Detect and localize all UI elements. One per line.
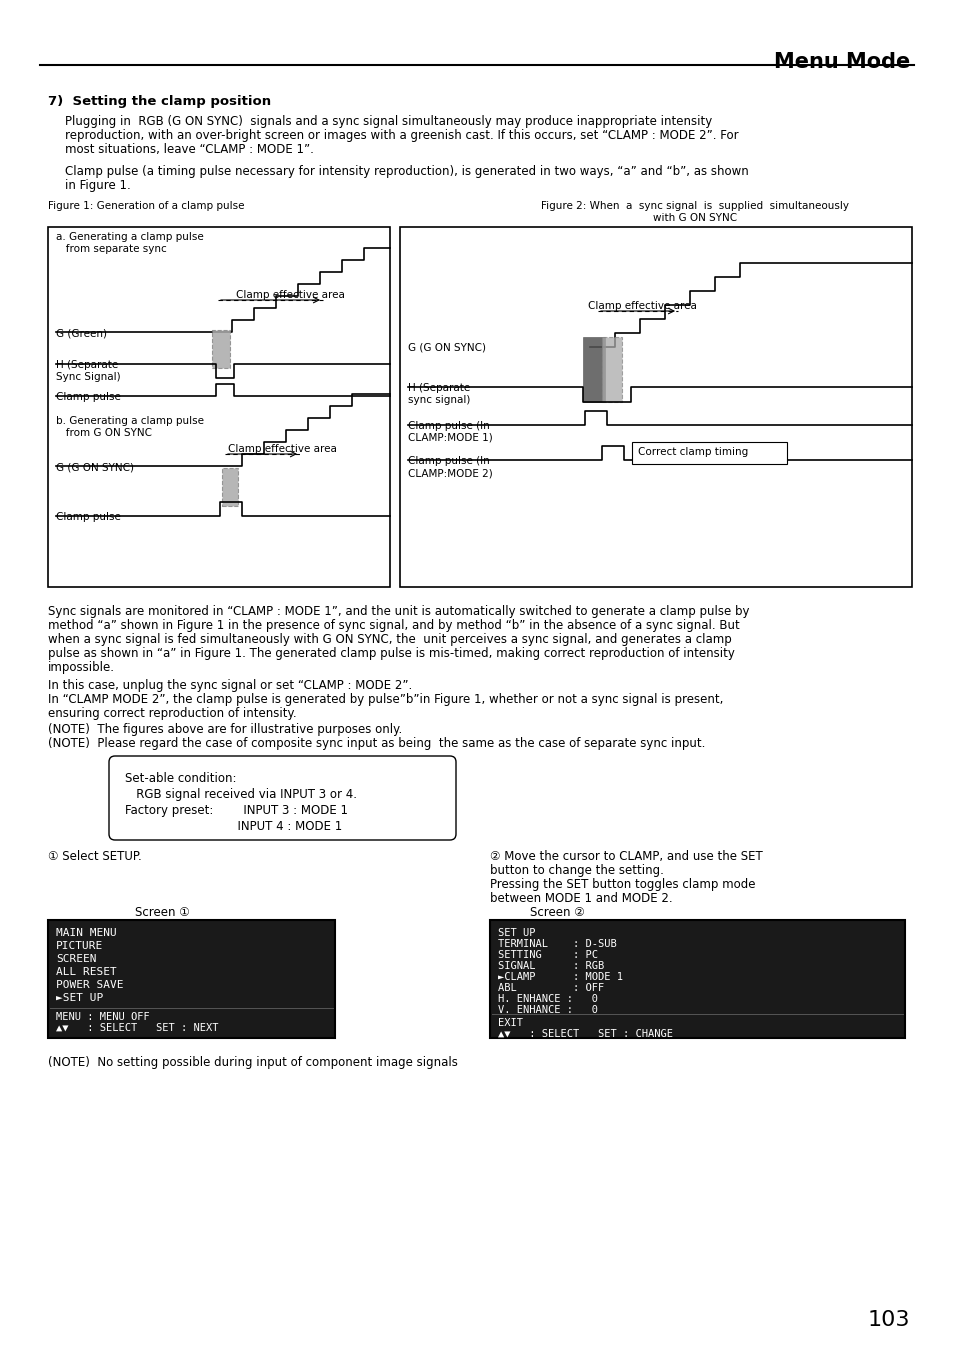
Text: a. Generating a clamp pulse: a. Generating a clamp pulse xyxy=(56,232,204,242)
Text: ② Move the cursor to CLAMP, and use the SET: ② Move the cursor to CLAMP, and use the … xyxy=(490,850,762,863)
Text: TERMINAL    : D-SUB: TERMINAL : D-SUB xyxy=(497,939,616,948)
Text: when a sync signal is fed simultaneously with G ON SYNC, the  unit perceives a s: when a sync signal is fed simultaneously… xyxy=(48,634,731,646)
Bar xyxy=(631,442,786,463)
Bar xyxy=(48,920,335,1038)
Text: V. ENHANCE :   0: V. ENHANCE : 0 xyxy=(497,1005,598,1015)
Text: Clamp pulse (In: Clamp pulse (In xyxy=(408,422,489,431)
Bar xyxy=(582,336,604,403)
Text: RGB signal received via INPUT 3 or 4.: RGB signal received via INPUT 3 or 4. xyxy=(125,788,356,801)
Bar xyxy=(222,467,237,507)
Text: (NOTE)  No setting possible during input of component image signals: (NOTE) No setting possible during input … xyxy=(48,1056,457,1069)
Text: G (Green): G (Green) xyxy=(56,328,107,338)
Text: G (G ON SYNC): G (G ON SYNC) xyxy=(408,343,485,353)
Text: most situations, leave “CLAMP : MODE 1”.: most situations, leave “CLAMP : MODE 1”. xyxy=(65,143,314,155)
Text: Pressing the SET button toggles clamp mode: Pressing the SET button toggles clamp mo… xyxy=(490,878,755,892)
Text: ABL         : OFF: ABL : OFF xyxy=(497,984,603,993)
Text: 7)  Setting the clamp position: 7) Setting the clamp position xyxy=(48,95,271,108)
Text: (NOTE)  Please regard the case of composite sync input as being  the same as the: (NOTE) Please regard the case of composi… xyxy=(48,738,704,750)
Bar xyxy=(212,330,230,367)
Text: between MODE 1 and MODE 2.: between MODE 1 and MODE 2. xyxy=(490,892,672,905)
Bar xyxy=(490,920,904,1038)
Text: SCREEN: SCREEN xyxy=(56,954,96,965)
Text: Clamp pulse (a timing pulse necessary for intensity reproduction), is generated : Clamp pulse (a timing pulse necessary fo… xyxy=(65,165,748,178)
Text: ▲▼   : SELECT   SET : CHANGE: ▲▼ : SELECT SET : CHANGE xyxy=(497,1029,672,1039)
Text: method “a” shown in Figure 1 in the presence of sync signal, and by method “b” i: method “a” shown in Figure 1 in the pres… xyxy=(48,619,739,632)
Text: button to change the setting.: button to change the setting. xyxy=(490,865,663,877)
Bar xyxy=(48,227,390,586)
Text: b. Generating a clamp pulse: b. Generating a clamp pulse xyxy=(56,416,204,426)
Text: EXIT: EXIT xyxy=(497,1019,522,1028)
Text: ►CLAMP      : MODE 1: ►CLAMP : MODE 1 xyxy=(497,971,622,982)
Text: impossible.: impossible. xyxy=(48,661,115,674)
Text: Clamp effective area: Clamp effective area xyxy=(228,444,336,454)
Text: H (Separate: H (Separate xyxy=(408,382,470,393)
Bar xyxy=(601,336,621,403)
Text: ►SET UP: ►SET UP xyxy=(56,993,103,1002)
Text: Clamp effective area: Clamp effective area xyxy=(587,301,696,311)
Text: Screen ①: Screen ① xyxy=(135,907,190,919)
Text: H (Separate: H (Separate xyxy=(56,359,118,370)
Text: SET UP: SET UP xyxy=(497,928,535,938)
Text: sync signal): sync signal) xyxy=(408,394,470,405)
Text: pulse as shown in “a” in Figure 1. The generated clamp pulse is mis-timed, makin: pulse as shown in “a” in Figure 1. The g… xyxy=(48,647,734,661)
Text: MENU : MENU OFF: MENU : MENU OFF xyxy=(56,1012,150,1021)
Text: In this case, unplug the sync signal or set “CLAMP : MODE 2”.: In this case, unplug the sync signal or … xyxy=(48,680,412,692)
Text: ALL RESET: ALL RESET xyxy=(56,967,116,977)
Text: 103: 103 xyxy=(866,1310,909,1329)
Text: ① Select SETUP.: ① Select SETUP. xyxy=(48,850,142,863)
Text: SETTING     : PC: SETTING : PC xyxy=(497,950,598,961)
Bar xyxy=(399,227,911,586)
Text: Sync signals are monitored in “CLAMP : MODE 1”, and the unit is automatically sw: Sync signals are monitored in “CLAMP : M… xyxy=(48,605,749,617)
Text: SIGNAL      : RGB: SIGNAL : RGB xyxy=(497,961,603,971)
Text: Plugging in  RGB (G ON SYNC)  signals and a sync signal simultaneously may produ: Plugging in RGB (G ON SYNC) signals and … xyxy=(65,115,712,128)
Text: ▲▼   : SELECT   SET : NEXT: ▲▼ : SELECT SET : NEXT xyxy=(56,1023,218,1034)
Text: ensuring correct reproduction of intensity.: ensuring correct reproduction of intensi… xyxy=(48,707,296,720)
Text: Menu Mode: Menu Mode xyxy=(773,51,909,72)
Text: Screen ②: Screen ② xyxy=(530,907,584,919)
Text: Correct clamp timing: Correct clamp timing xyxy=(638,447,747,457)
Text: Factory preset:        INPUT 3 : MODE 1: Factory preset: INPUT 3 : MODE 1 xyxy=(125,804,348,817)
Text: Clamp pulse: Clamp pulse xyxy=(56,392,121,403)
Text: Clamp effective area: Clamp effective area xyxy=(235,290,345,300)
Text: PICTURE: PICTURE xyxy=(56,942,103,951)
Text: G (G ON SYNC): G (G ON SYNC) xyxy=(56,462,133,471)
Text: (NOTE)  The figures above are for illustrative purposes only.: (NOTE) The figures above are for illustr… xyxy=(48,723,402,736)
Text: POWER SAVE: POWER SAVE xyxy=(56,979,123,990)
Text: Clamp pulse: Clamp pulse xyxy=(56,512,121,521)
Text: INPUT 4 : MODE 1: INPUT 4 : MODE 1 xyxy=(125,820,342,834)
Text: In “CLAMP MODE 2”, the clamp pulse is generated by pulse”b”in Figure 1, whether : In “CLAMP MODE 2”, the clamp pulse is ge… xyxy=(48,693,722,707)
Text: Clamp pulse (In: Clamp pulse (In xyxy=(408,457,489,466)
Text: Figure 2: When  a  sync signal  is  supplied  simultaneously: Figure 2: When a sync signal is supplied… xyxy=(540,201,848,211)
Text: CLAMP:MODE 1): CLAMP:MODE 1) xyxy=(408,434,493,443)
Text: Sync Signal): Sync Signal) xyxy=(56,372,120,382)
Text: from G ON SYNC: from G ON SYNC xyxy=(56,428,152,438)
Text: in Figure 1.: in Figure 1. xyxy=(65,178,131,192)
Text: H. ENHANCE :   0: H. ENHANCE : 0 xyxy=(497,994,598,1004)
Text: with G ON SYNC: with G ON SYNC xyxy=(652,213,737,223)
Text: Set-able condition:: Set-able condition: xyxy=(125,771,236,785)
FancyBboxPatch shape xyxy=(109,757,456,840)
Text: CLAMP:MODE 2): CLAMP:MODE 2) xyxy=(408,467,493,478)
Text: Figure 1: Generation of a clamp pulse: Figure 1: Generation of a clamp pulse xyxy=(48,201,244,211)
Text: from separate sync: from separate sync xyxy=(56,245,167,254)
Text: reproduction, with an over-bright screen or images with a greenish cast. If this: reproduction, with an over-bright screen… xyxy=(65,128,738,142)
Text: MAIN MENU: MAIN MENU xyxy=(56,928,116,938)
